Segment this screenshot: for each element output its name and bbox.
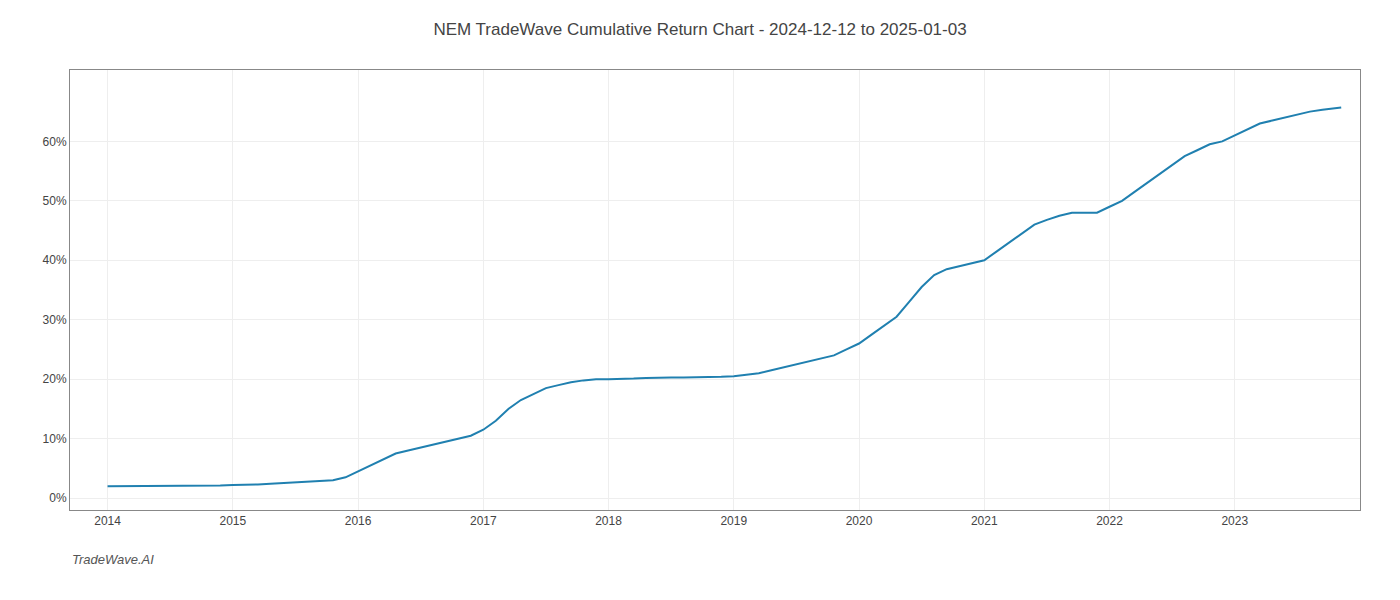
svg-text:NEM TradeWave Cumulative Retur: NEM TradeWave Cumulative Return Chart - … xyxy=(433,20,966,39)
svg-text:TradeWave.AI: TradeWave.AI xyxy=(72,552,154,567)
svg-text:0%: 0% xyxy=(49,491,67,505)
svg-text:2022: 2022 xyxy=(1096,514,1123,528)
svg-text:2019: 2019 xyxy=(720,514,747,528)
svg-text:2023: 2023 xyxy=(1221,514,1248,528)
svg-text:20%: 20% xyxy=(43,372,67,386)
svg-text:60%: 60% xyxy=(43,135,67,149)
svg-text:2015: 2015 xyxy=(219,514,246,528)
svg-text:2017: 2017 xyxy=(470,514,497,528)
svg-text:50%: 50% xyxy=(43,194,67,208)
svg-text:10%: 10% xyxy=(43,432,67,446)
svg-text:2018: 2018 xyxy=(595,514,622,528)
svg-text:40%: 40% xyxy=(43,253,67,267)
svg-text:2020: 2020 xyxy=(846,514,873,528)
svg-text:2016: 2016 xyxy=(345,514,372,528)
svg-text:30%: 30% xyxy=(43,313,67,327)
svg-text:2014: 2014 xyxy=(94,514,121,528)
svg-text:2021: 2021 xyxy=(971,514,998,528)
